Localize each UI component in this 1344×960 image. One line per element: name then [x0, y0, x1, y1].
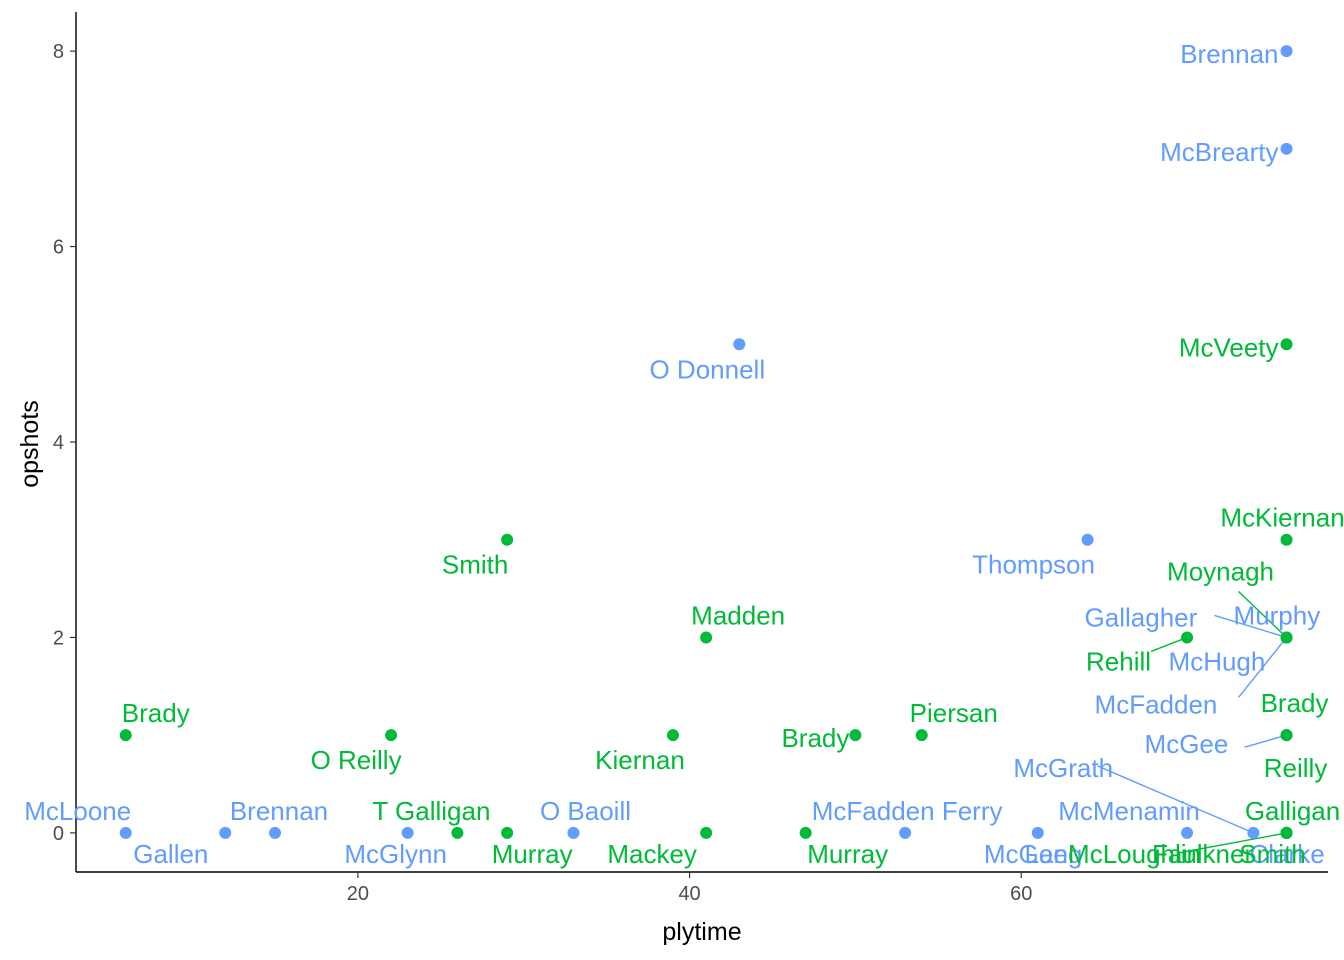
point-label: Brennan: [1180, 39, 1278, 69]
point-label: Faulkner: [1152, 839, 1253, 869]
data-point: [700, 826, 713, 839]
point-label: McGee: [1145, 729, 1229, 759]
point-label: Mackey: [607, 839, 697, 869]
data-point: [1031, 826, 1044, 839]
point-label: McKiernan: [1220, 503, 1344, 533]
point-label: Lang: [1025, 839, 1083, 869]
data-point: [268, 826, 281, 839]
data-point: [899, 826, 912, 839]
point-label: Reilly: [1264, 753, 1328, 783]
point-label: McGrath: [1013, 753, 1113, 783]
point-label: Murray: [807, 839, 888, 869]
point-label: Kiernan: [595, 745, 685, 775]
point-label: Brady: [122, 698, 190, 728]
data-point: [733, 338, 746, 351]
data-point: [915, 729, 928, 742]
data-point: [451, 826, 464, 839]
label-connector: [1244, 734, 1287, 748]
point-label: Murphy: [1234, 600, 1321, 630]
y-tick-label: 2: [53, 627, 64, 649]
data-point: [1181, 631, 1194, 644]
label-connector: [1178, 832, 1287, 854]
label-connector: [1238, 590, 1288, 638]
data-point: [1280, 826, 1293, 839]
point-label: McHugh: [1169, 646, 1266, 676]
point-label: Piersan: [910, 698, 998, 728]
point-label: Smith: [1239, 839, 1305, 869]
point-label: McBrearty: [1160, 137, 1278, 167]
data-point: [119, 729, 132, 742]
point-label: Galligan: [1245, 796, 1340, 826]
y-axis-title: opshots: [16, 400, 44, 488]
point-label: McVeety: [1179, 332, 1279, 362]
point-label: O Donnell: [649, 354, 765, 384]
point-label: McLoughlin: [1068, 839, 1201, 869]
point-label: McLoone: [24, 796, 131, 826]
point-label: McFadden: [1095, 689, 1218, 719]
data-points: [119, 45, 1293, 839]
axes: 20 40 60 0 2 4 6 8: [53, 12, 1328, 905]
label-connector: [1097, 765, 1254, 834]
data-point: [700, 631, 713, 644]
label-connectors: [1097, 590, 1288, 854]
data-point: [1280, 142, 1293, 155]
data-point: [1280, 533, 1293, 546]
label-connector: [1214, 614, 1287, 639]
point-label: Murray: [492, 839, 573, 869]
data-point: [219, 826, 232, 839]
point-label: Smith: [442, 550, 508, 580]
data-point: [1280, 729, 1293, 742]
point-label: Thompson: [972, 550, 1095, 580]
data-point: [501, 826, 514, 839]
y-tick-label: 4: [53, 432, 64, 454]
data-point: [799, 826, 812, 839]
data-point: [1280, 631, 1293, 644]
point-label: McGlynn: [344, 839, 447, 869]
data-point: [385, 729, 398, 742]
point-label: Gallen: [133, 839, 208, 869]
x-axis-title: plytime: [662, 918, 741, 946]
data-point: [1181, 826, 1194, 839]
label-connector: [1150, 636, 1188, 653]
data-point: [1280, 45, 1293, 58]
data-point: [849, 729, 862, 742]
point-label: Gallagher: [1085, 602, 1198, 632]
data-point: [1081, 533, 1094, 546]
data-point: [119, 826, 132, 839]
data-point: [666, 729, 679, 742]
point-label: McMenamin: [1058, 796, 1200, 826]
point-label: Rehill: [1086, 646, 1151, 676]
point-label: Brady: [1261, 688, 1329, 718]
point-label: T Galligan: [372, 796, 490, 826]
point-label: Brady: [781, 723, 849, 753]
data-point: [567, 826, 580, 839]
data-point: [1247, 826, 1260, 839]
y-tick-label: 0: [53, 823, 64, 845]
data-point: [401, 826, 414, 839]
data-point: [1280, 338, 1293, 351]
x-tick-label: 40: [678, 883, 700, 905]
x-tick-label: 60: [1010, 883, 1032, 905]
point-label: Moynagh: [1167, 556, 1274, 586]
label-connector: [1237, 637, 1288, 698]
point-label: Clarke: [1250, 839, 1325, 869]
x-tick-label: 20: [347, 883, 369, 905]
point-label: O Reilly: [311, 745, 402, 775]
data-point: [501, 533, 514, 546]
point-label: McGee: [984, 839, 1068, 869]
y-tick-label: 6: [53, 237, 64, 259]
y-tick-label: 8: [53, 41, 64, 63]
point-label: O Baoill: [540, 796, 631, 826]
point-label: Madden: [691, 600, 785, 630]
point-label: Brennan: [230, 796, 328, 826]
point-label: McFadden Ferry: [812, 796, 1003, 826]
